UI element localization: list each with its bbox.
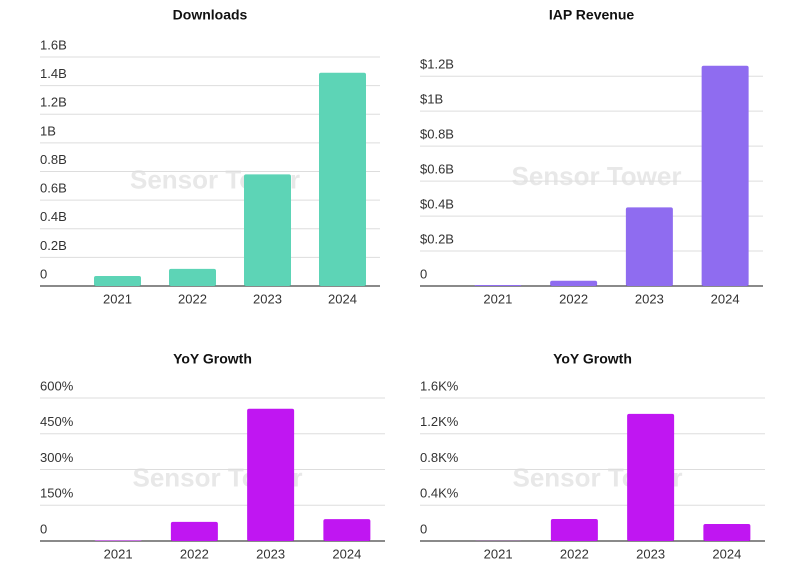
- bar: [550, 519, 598, 541]
- x-tick-label: 2021: [484, 546, 513, 561]
- y-tick-label: $1B: [420, 92, 443, 107]
- x-tick-label: 2023: [636, 546, 665, 561]
- x-tick-label: 2021: [483, 291, 512, 306]
- x-tick-label: 2022: [560, 546, 589, 561]
- y-tick-label: 0.4B: [40, 209, 67, 224]
- y-tick-label: 0.6B: [40, 181, 67, 196]
- y-tick-label: 0.2B: [40, 238, 67, 253]
- y-tick-label: $0.6B: [420, 162, 454, 177]
- chart-title: IAP Revenue: [549, 7, 635, 23]
- x-tick-label: 2021: [104, 546, 133, 561]
- bar: [244, 174, 291, 286]
- bar: [625, 207, 673, 286]
- x-tick-label: 2022: [178, 291, 207, 306]
- y-tick-label: 0.8K%: [420, 450, 459, 465]
- bar: [703, 524, 751, 541]
- bar: [170, 521, 218, 541]
- y-tick-label: 0: [420, 266, 427, 281]
- x-tick-label: 2023: [253, 291, 282, 306]
- x-tick-label: 2024: [711, 291, 740, 306]
- y-tick-label: $0.8B: [420, 127, 454, 142]
- chart-title: YoY Growth: [553, 351, 632, 367]
- x-tick-label: 2022: [559, 291, 588, 306]
- y-tick-label: 1B: [40, 123, 56, 138]
- y-tick-label: 0: [420, 521, 427, 536]
- y-tick-label: $0.2B: [420, 231, 454, 246]
- x-tick-label: 2024: [328, 291, 357, 306]
- bar: [550, 280, 598, 286]
- x-tick-label: 2024: [332, 546, 361, 561]
- x-tick-label: 2022: [180, 546, 209, 561]
- y-tick-label: 0.8B: [40, 152, 67, 167]
- y-tick-label: 0: [40, 266, 47, 281]
- bar: [323, 519, 371, 541]
- bar: [169, 268, 216, 286]
- y-tick-label: 0: [40, 521, 47, 536]
- x-tick-label: 2024: [712, 546, 741, 561]
- y-tick-label: 1.6K%: [420, 378, 459, 393]
- bar: [627, 413, 675, 541]
- y-tick-label: $0.4B: [420, 197, 454, 212]
- bar: [94, 275, 141, 286]
- y-tick-label: 600%: [40, 378, 74, 393]
- chart-title: Downloads: [173, 7, 248, 23]
- y-tick-label: 0.4K%: [420, 486, 459, 501]
- chart-title: YoY Growth: [173, 351, 252, 367]
- y-tick-label: 1.2K%: [420, 414, 459, 429]
- y-tick-label: $1.2B: [420, 57, 454, 72]
- x-tick-label: 2021: [103, 291, 132, 306]
- bar: [247, 408, 295, 541]
- y-tick-label: 1.6B: [40, 37, 67, 52]
- x-tick-label: 2023: [635, 291, 664, 306]
- y-tick-label: 450%: [40, 414, 74, 429]
- y-tick-label: 1.2B: [40, 95, 67, 110]
- bar: [701, 65, 749, 286]
- bar: [319, 72, 366, 287]
- y-tick-label: 150%: [40, 486, 74, 501]
- y-tick-label: 300%: [40, 450, 74, 465]
- x-tick-label: 2023: [256, 546, 285, 561]
- bar: [474, 284, 522, 286]
- y-tick-label: 1.4B: [40, 66, 67, 81]
- watermark: Sensor Tower: [511, 161, 681, 191]
